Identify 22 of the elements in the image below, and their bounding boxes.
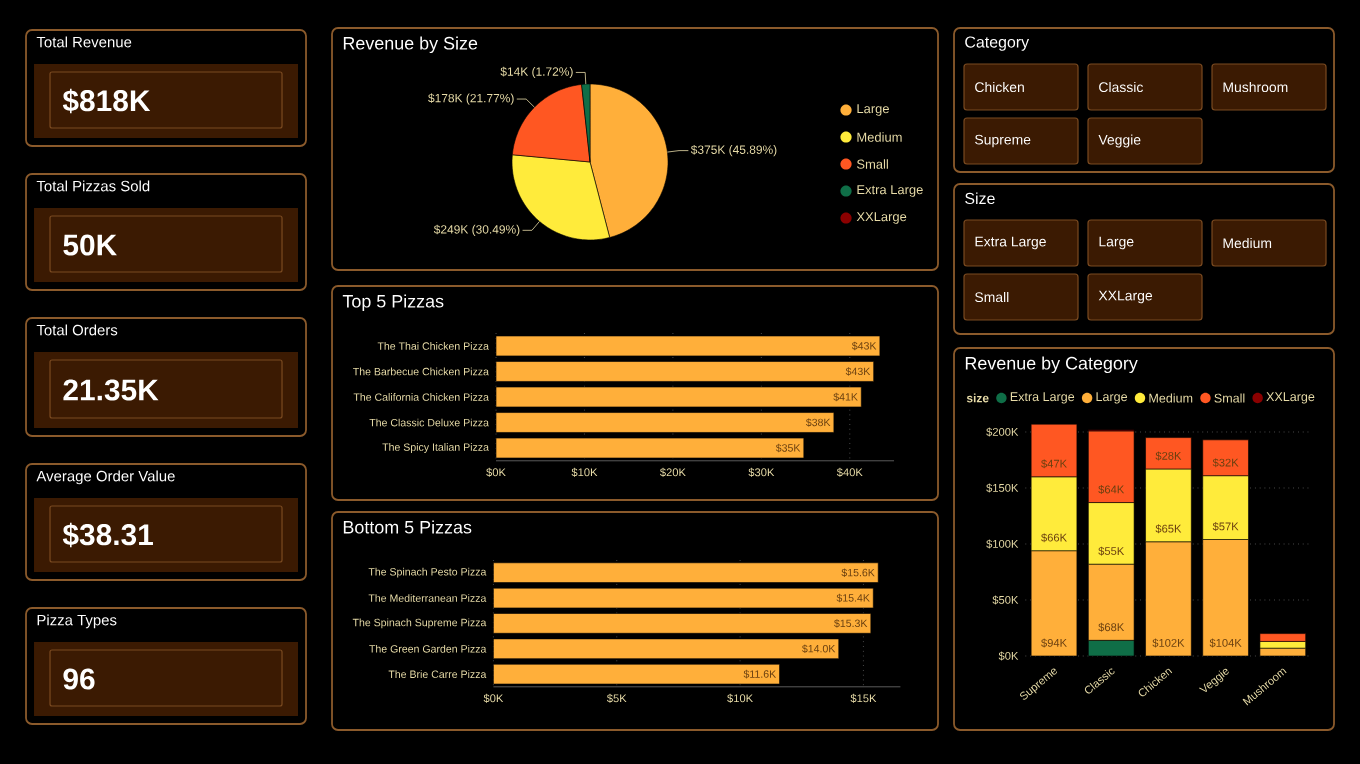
text: $818K <box>62 88 151 114</box>
chart-title: Revenue by Size <box>343 36 478 54</box>
bar <box>1259 647 1306 657</box>
text: 21.35K <box>63 379 159 401</box>
bar <box>493 587 874 609</box>
bar <box>1259 633 1306 642</box>
bar <box>493 562 879 583</box>
chart-title: Bottom 5 Pizzas <box>343 520 472 534</box>
bar <box>493 613 872 634</box>
chart-title: Top 5 Pizzas <box>342 294 444 312</box>
bar <box>495 386 862 408</box>
bar <box>495 437 805 459</box>
bar <box>495 335 881 357</box>
text: 96 <box>63 668 95 690</box>
text: 50K <box>63 234 117 256</box>
bar <box>1259 641 1306 649</box>
bar <box>495 361 874 382</box>
text: $38.31 <box>62 522 153 548</box>
bar <box>493 638 840 659</box>
chart-title: Revenue by Category <box>965 356 1138 374</box>
bar <box>493 663 780 685</box>
bar <box>495 412 835 433</box>
